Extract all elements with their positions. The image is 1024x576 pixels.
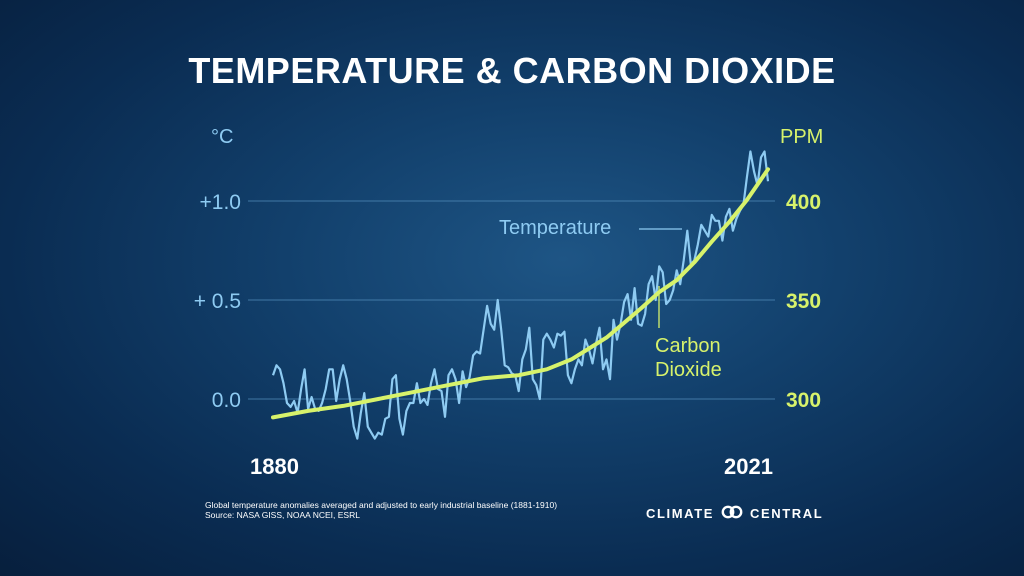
carbon-dioxide-series-line [271, 167, 770, 420]
brand-right-text: CENTRAL [750, 506, 824, 521]
source-note: Global temperature anomalies averaged an… [205, 500, 557, 520]
climate-central-logo: CLIMATE CENTRAL [646, 505, 823, 522]
right-axis-ticks: 300 350 400 [786, 191, 821, 412]
right-axis-unit: PPM [780, 126, 823, 148]
x-tick-2021: 2021 [724, 454, 773, 479]
note-line-1: Global temperature anomalies averaged an… [205, 500, 558, 510]
x-tick-1880: 1880 [250, 454, 299, 479]
right-tick-label: 350 [786, 290, 821, 313]
left-axis-unit: °C [211, 126, 233, 148]
temperature-series-line [271, 150, 770, 440]
note-line-2: Source: NASA GISS, NOAA NCEI, ESRL [205, 510, 360, 520]
left-tick-label: 0.0 [212, 389, 241, 412]
left-axis-ticks: 0.0 + 0.5 +1.0 [194, 191, 241, 412]
left-tick-label: + 0.5 [194, 290, 241, 313]
chart-title: TEMPERATURE & CARBON DIOXIDE [188, 50, 836, 91]
carbon-label: Carbon [655, 335, 721, 357]
linked-rings-icon [720, 505, 744, 522]
temperature-label: Temperature [499, 217, 611, 239]
dioxide-label: Dioxide [655, 359, 722, 381]
brand-left-text: CLIMATE [646, 506, 715, 521]
left-tick-label: +1.0 [200, 191, 241, 214]
right-tick-label: 400 [786, 191, 821, 214]
right-tick-label: 300 [786, 389, 821, 412]
